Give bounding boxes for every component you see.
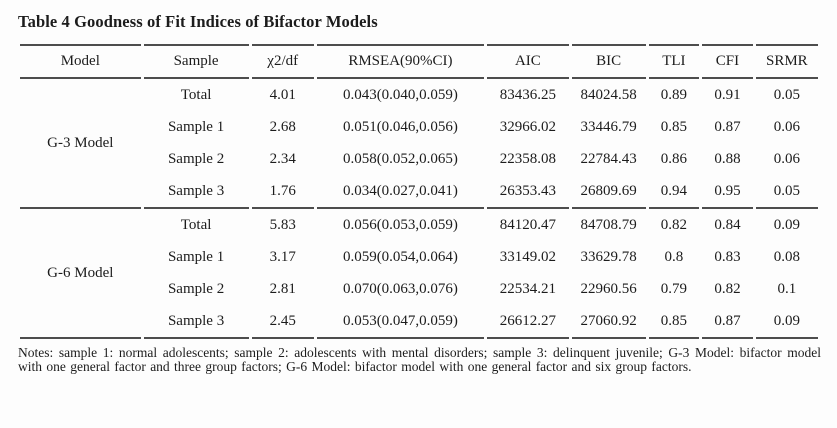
sample-cell: Sample 3 [143,175,249,209]
model-label: G-3 Model [20,79,141,209]
value-cell: 84120.47 [499,216,557,233]
value-cell: 33629.78 [580,248,637,265]
table-body: G-3 Model Total 4.01 0.043(0.040,0.059) 8343… [20,79,818,339]
value-cell: 1.76 [251,175,314,209]
value-cell: 0.88 [714,150,741,167]
value-cell: 0.91 [714,86,741,103]
column-header: Model [20,44,141,79]
column-header: CFI [702,44,753,79]
value-cell: 84024.58 [580,86,637,103]
table-row: Sample 2 2.81 0.070(0.063,0.076) 22534.21 22… [20,273,818,305]
value-cell: 0.85 [648,305,700,339]
value-cell: 2.45 [251,305,314,339]
table-row: Sample 1 2.68 0.051(0.046,0.056) 32966.02 33… [20,111,818,143]
value-cell: 26353.43 [487,175,569,209]
value-cell: 0.89 [660,86,688,103]
value-cell: 22784.43 [580,150,637,167]
value-cell: 3.17 [269,248,296,265]
value-cell: 0.8 [664,248,684,265]
table-title: Table 4 Goodness of Fit Indices of Bifac… [18,12,378,31]
value-cell: 22358.08 [499,150,557,167]
value-cell: 0.034(0.027,0.041) [316,175,485,209]
sample-cell: Sample 3 [143,305,249,339]
value-cell: 22534.21 [499,280,557,297]
goodness-of-fit-table: Model Sample χ2/df RMSEA(90%CI) AIC BIC TLI CFI… [17,44,821,339]
value-cell: 5.83 [269,216,296,233]
value-cell: 0.070(0.063,0.076) [342,280,458,297]
value-cell: 0.84 [714,216,741,233]
value-cell: 0.058(0.052,0.065) [342,150,458,167]
value-cell: 0.86 [660,150,688,167]
value-cell: 33149.02 [499,248,557,265]
column-header: χ2/df [251,44,314,79]
value-cell: 0.95 [702,175,753,209]
table-row: G-3 Model Total 4.01 0.043(0.040,0.059) 8343… [20,79,818,209]
sample-cell: Sample 2 [167,280,225,297]
sample-cell: Sample 1 [167,118,225,135]
sample-cell: Sample 1 [167,248,225,265]
value-cell: 0.059(0.054,0.064) [342,248,458,265]
value-cell: 0.06 [773,118,800,135]
value-cell: 0.05 [773,86,800,103]
value-cell: 0.05 [755,175,818,209]
table-row: Sample 3 2.45 0.053(0.047,0.059) 26612.27 27… [20,305,818,339]
value-cell: 83436.25 [499,86,557,103]
sample-cell: Total [180,86,212,103]
value-cell: 22960.56 [580,280,637,297]
column-header: RMSEA(90%CI) [316,44,485,79]
value-cell: 0.82 [660,216,688,233]
value-cell: 0.82 [714,280,741,297]
value-cell: 32966.02 [499,118,557,135]
value-cell: 26612.27 [487,305,569,339]
value-cell: 0.09 [773,216,800,233]
value-cell: 0.053(0.047,0.059) [316,305,485,339]
header-row: Model Sample χ2/df RMSEA(90%CI) AIC BIC TLI CFI… [20,44,818,79]
table-notes: Notes: sample 1: normal adolescents; sam… [18,345,821,375]
value-cell: 0.85 [660,118,688,135]
value-cell: 0.056(0.053,0.059) [342,216,458,233]
value-cell: 0.83 [714,248,741,265]
column-header: TLI [648,44,700,79]
column-header: SRMR [755,44,818,79]
value-cell: 0.87 [714,118,741,135]
sample-cell: Sample 2 [167,150,225,167]
value-cell: 2.81 [269,280,296,297]
table-row: Sample 2 2.34 0.058(0.052,0.065) 22358.08 22… [20,143,818,175]
table-row: Sample 1 3.17 0.059(0.054,0.064) 33149.02 33… [20,241,818,273]
value-cell: 2.34 [269,150,296,167]
table-row: Sample 3 1.76 0.034(0.027,0.041) 26353.43 26… [20,175,818,209]
value-cell: 26809.69 [571,175,646,209]
value-cell: 0.09 [755,305,818,339]
value-cell: 4.01 [269,86,296,103]
value-cell: 2.68 [269,118,296,135]
value-cell: 0.94 [648,175,700,209]
value-cell: 0.051(0.046,0.056) [342,118,458,135]
value-cell: 27060.92 [571,305,646,339]
value-cell: 0.1 [777,280,797,297]
table-row: G-6 Model Total 5.83 0.056(0.053,0.059) 8412… [20,209,818,339]
value-cell: 0.79 [660,280,688,297]
value-cell: 0.043(0.040,0.059) [342,86,458,103]
column-header: Sample [143,44,249,79]
value-cell: 0.06 [773,150,800,167]
model-label: G-6 Model [20,209,141,339]
column-header: BIC [571,44,646,79]
sample-cell: Total [180,216,212,233]
column-header: AIC [487,44,569,79]
value-cell: 33446.79 [580,118,637,135]
value-cell: 84708.79 [580,216,637,233]
value-cell: 0.87 [702,305,753,339]
value-cell: 0.08 [773,248,800,265]
